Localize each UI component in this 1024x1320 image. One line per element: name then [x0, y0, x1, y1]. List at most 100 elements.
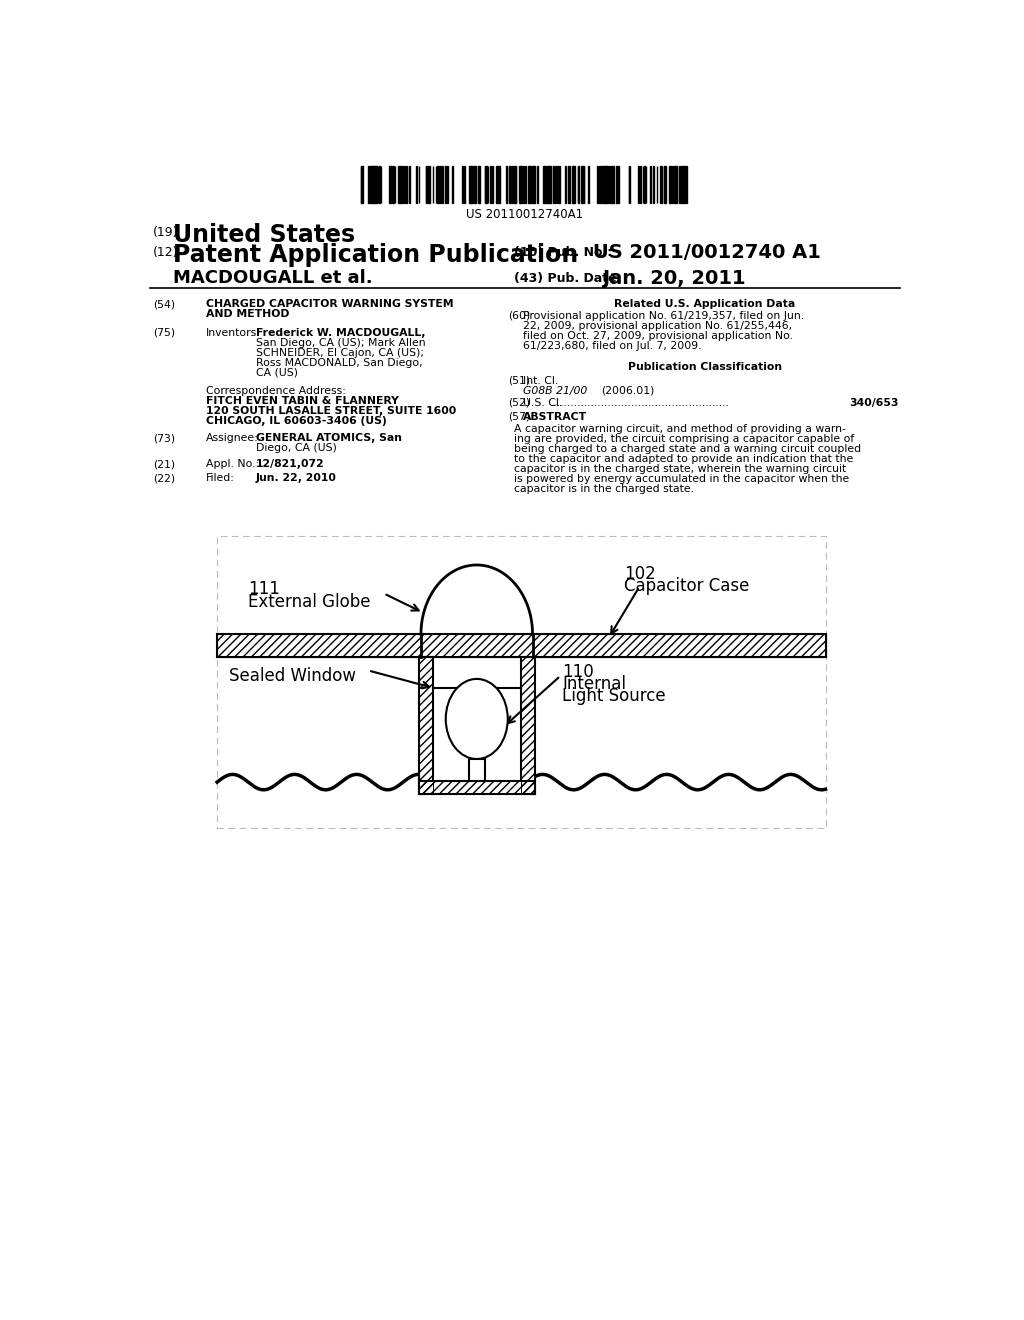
Bar: [217, 635, 825, 657]
Text: Jun. 22, 2010: Jun. 22, 2010: [256, 474, 337, 483]
Text: ing are provided, the circuit comprising a capacitor capable of: ing are provided, the circuit comprising…: [514, 434, 854, 444]
Bar: [612, 166, 614, 203]
Text: ABSTRACT: ABSTRACT: [523, 412, 588, 421]
Text: (52): (52): [508, 397, 529, 408]
Text: 22, 2009, provisional application No. 61/255,446,: 22, 2009, provisional application No. 61…: [523, 321, 793, 331]
Bar: [469, 759, 484, 780]
Bar: [521, 657, 535, 795]
Bar: [582, 166, 584, 203]
Text: San Diego, CA (US); Mark Allen: San Diego, CA (US); Mark Allen: [256, 338, 426, 347]
Text: Frederick W. MACDOUGALL,: Frederick W. MACDOUGALL,: [256, 327, 425, 338]
Text: (51): (51): [508, 376, 529, 385]
Ellipse shape: [445, 678, 508, 759]
Text: AND METHOD: AND METHOD: [206, 309, 289, 319]
Text: 102: 102: [624, 565, 655, 583]
Bar: [419, 780, 535, 795]
Bar: [498, 166, 500, 203]
Text: Appl. No.:: Appl. No.:: [206, 459, 259, 470]
Text: 111: 111: [248, 581, 280, 598]
Bar: [489, 166, 492, 203]
Bar: [370, 166, 372, 203]
Text: 61/223,680, filed on Jul. 7, 2009.: 61/223,680, filed on Jul. 7, 2009.: [523, 341, 701, 351]
Text: is powered by energy accumulated in the capacitor when the: is powered by energy accumulated in the …: [514, 474, 849, 484]
Text: Ross MACDONALD, San Diego,: Ross MACDONALD, San Diego,: [256, 358, 423, 368]
Text: (60): (60): [508, 312, 530, 321]
Text: United States: United States: [173, 223, 355, 247]
Text: filed on Oct. 27, 2009, provisional application No.: filed on Oct. 27, 2009, provisional appl…: [523, 331, 794, 341]
Text: External Globe: External Globe: [248, 593, 371, 611]
Text: CHICAGO, IL 60603-3406 (US): CHICAGO, IL 60603-3406 (US): [206, 416, 386, 425]
Text: (43) Pub. Date:: (43) Pub. Date:: [514, 272, 622, 285]
Text: CA (US): CA (US): [256, 368, 298, 378]
Text: (75): (75): [153, 327, 175, 338]
Bar: [543, 166, 544, 203]
Text: 12/821,072: 12/821,072: [256, 459, 325, 470]
Bar: [429, 166, 430, 203]
Bar: [416, 166, 417, 203]
Bar: [547, 166, 549, 203]
Text: Light Source: Light Source: [562, 688, 666, 705]
Text: Filed:: Filed:: [206, 474, 234, 483]
Text: Provisional application No. 61/219,357, filed on Jun.: Provisional application No. 61/219,357, …: [523, 312, 805, 321]
Text: Capacitor Case: Capacitor Case: [624, 577, 750, 595]
Text: (22): (22): [153, 474, 175, 483]
Text: .....................................................: ........................................…: [550, 397, 729, 408]
Text: SCHNEIDER, El Cajon, CA (US);: SCHNEIDER, El Cajon, CA (US);: [256, 348, 424, 358]
Bar: [675, 166, 677, 203]
Bar: [602, 166, 604, 203]
Text: Diego, CA (US): Diego, CA (US): [256, 444, 337, 453]
Text: Related U.S. Application Data: Related U.S. Application Data: [614, 300, 796, 309]
Text: Sealed Window: Sealed Window: [228, 667, 355, 685]
Text: (2006.01): (2006.01): [601, 385, 654, 396]
Text: (54): (54): [153, 300, 175, 309]
Bar: [474, 166, 476, 203]
Text: 120 SOUTH LASALLE STREET, SUITE 1600: 120 SOUTH LASALLE STREET, SUITE 1600: [206, 405, 456, 416]
Bar: [549, 166, 551, 203]
Text: CHARGED CAPACITOR WARNING SYSTEM: CHARGED CAPACITOR WARNING SYSTEM: [206, 300, 454, 309]
Text: capacitor is in the charged state.: capacitor is in the charged state.: [514, 484, 694, 494]
Text: Correspondence Address:: Correspondence Address:: [206, 385, 345, 396]
Bar: [599, 166, 601, 203]
Bar: [588, 166, 589, 203]
Text: A capacitor warning circuit, and method of providing a warn-: A capacitor warning circuit, and method …: [514, 424, 846, 434]
Text: Assignee:: Assignee:: [206, 433, 258, 444]
Text: Patent Application Publication: Patent Application Publication: [173, 243, 579, 267]
Bar: [521, 657, 535, 795]
Text: Int. Cl.: Int. Cl.: [523, 376, 558, 385]
Bar: [419, 657, 432, 795]
Text: being charged to a charged state and a warning circuit coupled: being charged to a charged state and a w…: [514, 444, 861, 454]
Bar: [652, 166, 654, 203]
Bar: [512, 166, 513, 203]
Bar: [509, 166, 511, 203]
Text: 340/653: 340/653: [850, 397, 899, 408]
Text: 110: 110: [562, 663, 594, 681]
Bar: [617, 166, 620, 203]
Bar: [471, 166, 473, 203]
Text: (10) Pub. No.:: (10) Pub. No.:: [514, 246, 612, 259]
Text: (21): (21): [153, 459, 175, 470]
Bar: [217, 536, 825, 829]
Bar: [420, 635, 534, 657]
Text: Inventors:: Inventors:: [206, 327, 260, 338]
Text: GENERAL ATOMICS, San: GENERAL ATOMICS, San: [256, 433, 401, 444]
Text: Internal: Internal: [562, 675, 626, 693]
Text: (12): (12): [153, 246, 178, 259]
Text: U.S. Cl.: U.S. Cl.: [523, 397, 566, 408]
Text: (19): (19): [153, 226, 178, 239]
Text: MACDOUGALL et al.: MACDOUGALL et al.: [173, 269, 373, 288]
Text: to the capacitor and adapted to provide an indication that the: to the capacitor and adapted to provide …: [514, 454, 853, 465]
Text: capacitor is in the charged state, wherein the warning circuit: capacitor is in the charged state, where…: [514, 465, 846, 474]
Bar: [373, 166, 375, 203]
Bar: [446, 166, 449, 203]
Text: Jan. 20, 2011: Jan. 20, 2011: [602, 269, 745, 288]
Text: (73): (73): [153, 433, 175, 444]
Bar: [681, 166, 684, 203]
Text: US 20110012740A1: US 20110012740A1: [466, 209, 584, 222]
Text: Publication Classification: Publication Classification: [628, 362, 781, 372]
Text: (57): (57): [508, 412, 529, 421]
Bar: [217, 635, 825, 657]
Bar: [568, 166, 569, 203]
Text: US 2011/0012740 A1: US 2011/0012740 A1: [593, 243, 821, 263]
Bar: [419, 780, 535, 795]
Text: FITCH EVEN TABIN & FLANNERY: FITCH EVEN TABIN & FLANNERY: [206, 396, 398, 405]
